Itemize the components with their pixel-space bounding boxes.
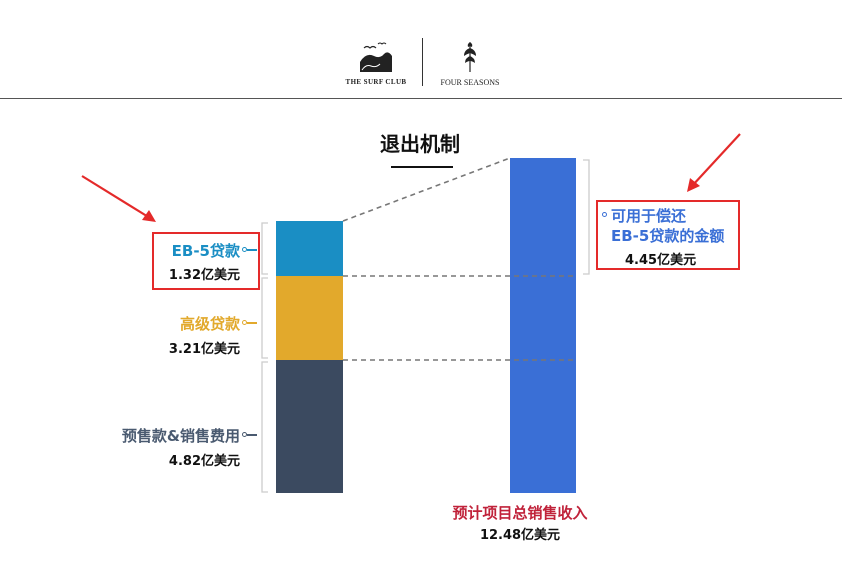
bracket-presale (261, 361, 268, 493)
surf-club-logo-text: THE SURF CLUB (345, 78, 407, 86)
total-revenue-amount: 12.48亿美元 (479, 528, 561, 543)
total-revenue-label: 预计项目总销售收入 (452, 504, 588, 522)
bracket-callout (583, 159, 590, 275)
red-arrow-right-icon (687, 133, 741, 192)
eb5-loan-amount: 1.32亿美元 (168, 268, 240, 283)
eb5-connector (247, 249, 257, 251)
surf-club-logo: THE SURF CLUB (336, 40, 416, 90)
senior-loan-label: 高级贷款 (179, 315, 240, 333)
four-seasons-logo-text: FOUR SEASONS (440, 78, 500, 87)
senior-loan-bar-segment (276, 276, 343, 360)
total-revenue-bar (510, 158, 576, 493)
red-arrow-left-icon (81, 175, 156, 222)
four-seasons-tree-icon (464, 42, 476, 72)
senior-dot (242, 320, 247, 325)
four-seasons-logo: FOUR SEASONS (428, 40, 512, 90)
bracket-eb5 (261, 222, 268, 275)
callout-label-box (596, 200, 740, 270)
title-underline (391, 166, 453, 168)
senior-loan-amount: 3.21亿美元 (168, 342, 240, 357)
presale-cost-bar-segment (276, 360, 343, 493)
logo-divider (422, 38, 423, 86)
callout-dot (602, 212, 607, 217)
dashed-line-top (342, 157, 511, 222)
eb5-loan-bar-segment (276, 221, 343, 276)
callout-line1: 可用于偿还 (611, 207, 687, 225)
presale-cost-label: 预售款&销售费用 (121, 427, 240, 445)
presale-connector (247, 434, 257, 436)
senior-connector (247, 322, 257, 324)
callout-amount: 4.45亿美元 (625, 253, 697, 268)
bracket-senior (261, 277, 268, 359)
eb5-loan-label: EB-5贷款 (171, 242, 240, 260)
page-title: 退出机制 (380, 132, 460, 156)
eb5-label-box (152, 232, 260, 290)
callout-line2: EB-5贷款的金额 (611, 227, 725, 245)
presale-cost-amount: 4.82亿美元 (168, 454, 240, 469)
header-divider (0, 98, 842, 99)
presale-dot (242, 432, 247, 437)
eb5-dot (242, 247, 247, 252)
wave-with-birds-icon (360, 42, 392, 72)
